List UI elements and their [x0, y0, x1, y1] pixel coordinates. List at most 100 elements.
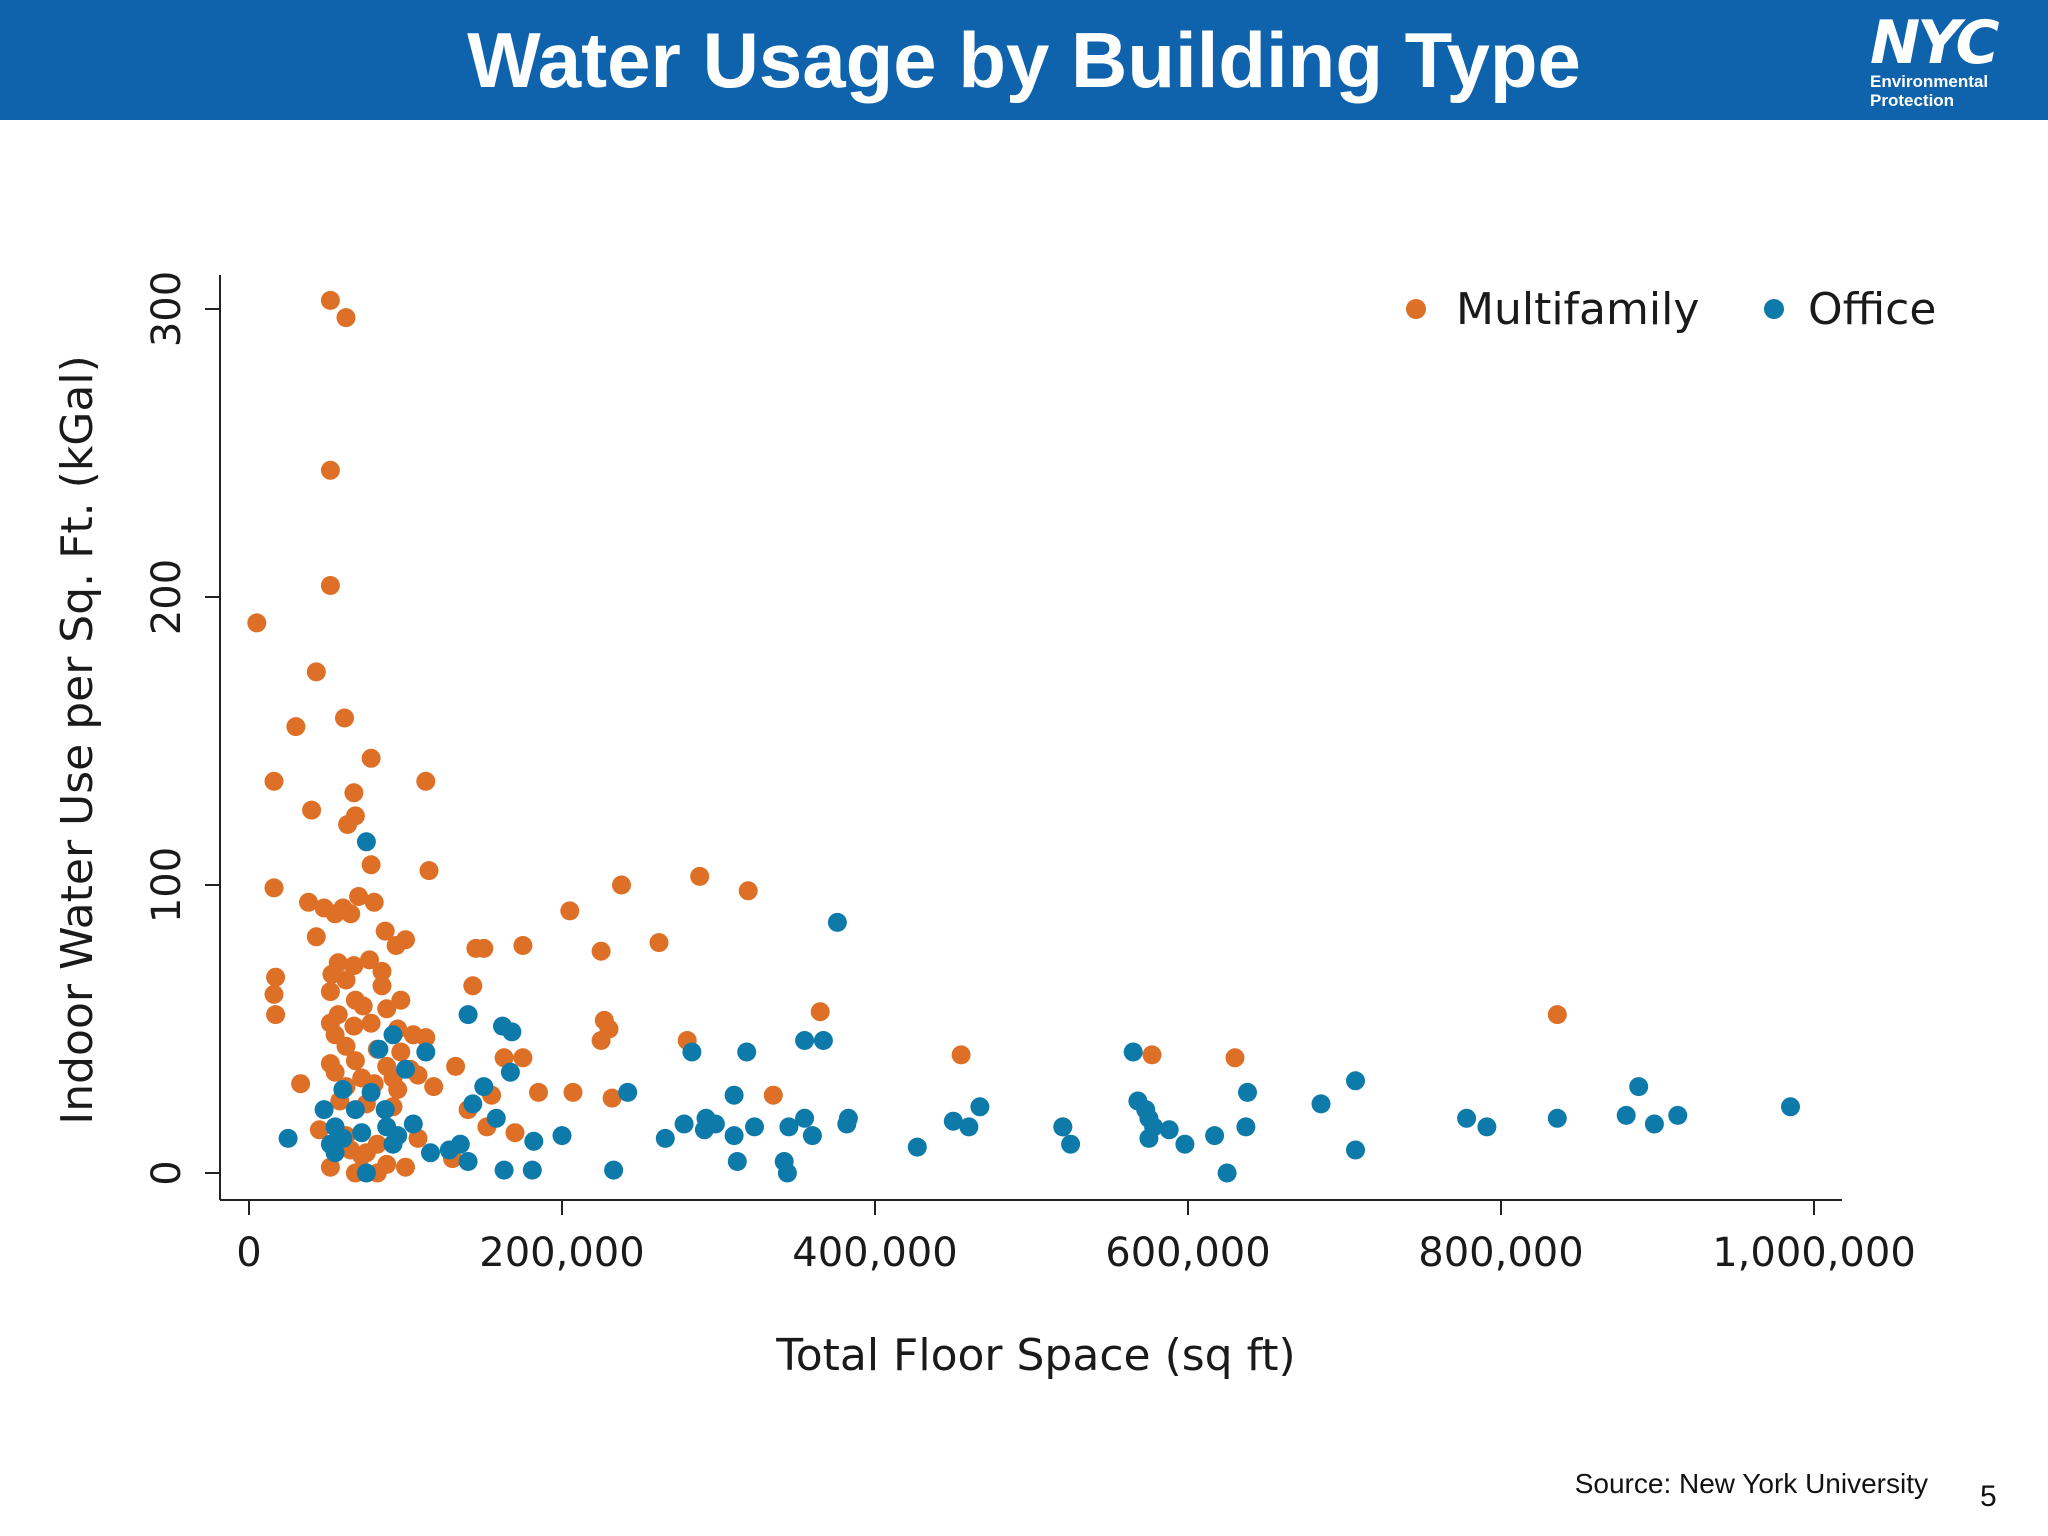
point-multifamily [361, 855, 381, 875]
point-office [795, 1031, 815, 1050]
point-multifamily [591, 941, 611, 961]
page-number: 5 [1980, 1480, 1997, 1513]
point-multifamily [612, 875, 631, 895]
x-tick-label: 600,000 [1105, 1230, 1270, 1276]
point-office [314, 1100, 334, 1120]
point-office [494, 1160, 514, 1180]
point-multifamily [513, 1048, 533, 1068]
point-office [1175, 1134, 1195, 1154]
point-multifamily [474, 938, 494, 958]
point-multifamily [320, 290, 340, 310]
point-multifamily [336, 1036, 356, 1056]
point-office [1668, 1105, 1688, 1125]
point-office [333, 1080, 353, 1099]
point-multifamily [591, 1031, 611, 1050]
y-axis-label: Indoor Water Use per Sq. Ft. (kGal) [52, 355, 103, 1124]
point-office [970, 1097, 990, 1117]
point-office [369, 1039, 389, 1059]
point-multifamily [247, 613, 267, 633]
point-office [325, 1143, 345, 1163]
point-multifamily [1142, 1045, 1162, 1065]
point-multifamily [306, 927, 326, 947]
point-office [682, 1042, 702, 1062]
point-office [522, 1160, 542, 1180]
point-multifamily [320, 576, 340, 595]
point-multifamily [349, 887, 369, 906]
x-tick-label: 200,000 [479, 1230, 644, 1276]
point-multifamily [529, 1082, 548, 1102]
point-multifamily [408, 1128, 428, 1148]
point-multifamily [264, 984, 284, 1004]
point-office [1346, 1140, 1365, 1160]
point-office [1061, 1134, 1081, 1154]
point-office [383, 1025, 403, 1045]
point-multifamily [286, 717, 306, 737]
point-office [1139, 1128, 1159, 1148]
point-office [655, 1128, 675, 1148]
point-office [943, 1111, 963, 1131]
point-office [724, 1085, 744, 1105]
point-office [813, 1031, 833, 1050]
point-multifamily [266, 1005, 286, 1025]
series-multifamily [247, 290, 1567, 1183]
point-office [1236, 1117, 1256, 1137]
series-office [278, 832, 1800, 1183]
point-multifamily [320, 982, 340, 1002]
x-tick-label: 800,000 [1418, 1230, 1583, 1276]
point-office [474, 1077, 494, 1097]
logo-line-1: Environmental [1870, 72, 1989, 91]
point-office [458, 1005, 478, 1025]
point-office [1781, 1097, 1800, 1117]
point-multifamily [344, 1016, 364, 1036]
y-ticks: 0 100 200 300 [144, 271, 220, 1186]
point-office [1217, 1163, 1237, 1183]
point-office [1123, 1042, 1143, 1062]
point-multifamily [364, 892, 384, 912]
point-office [1457, 1108, 1477, 1128]
point-multifamily [560, 901, 580, 921]
point-multifamily [594, 1010, 614, 1030]
point-office [278, 1128, 298, 1148]
point-office [1311, 1094, 1331, 1114]
point-office [802, 1126, 822, 1146]
point-office [356, 832, 376, 852]
point-multifamily [302, 800, 322, 820]
point-office [724, 1126, 744, 1146]
point-multifamily [377, 999, 397, 1019]
point-office [375, 1100, 395, 1120]
point-multifamily [264, 878, 284, 898]
point-office [779, 1117, 799, 1137]
point-multifamily [416, 771, 436, 791]
point-office [421, 1143, 440, 1163]
legend-label-multifamily: Multifamily [1456, 284, 1699, 335]
point-office [361, 1082, 381, 1102]
point-multifamily [391, 990, 411, 1010]
point-multifamily [463, 976, 483, 996]
point-multifamily [1225, 1048, 1245, 1068]
point-multifamily [416, 1028, 436, 1048]
point-office [1629, 1077, 1649, 1097]
point-multifamily [341, 904, 361, 924]
point-office [959, 1117, 979, 1137]
point-office [524, 1131, 544, 1151]
point-office [1616, 1105, 1636, 1125]
legend-marker-office [1764, 299, 1784, 319]
point-multifamily [446, 1056, 466, 1076]
point-multifamily [353, 996, 373, 1016]
point-multifamily [386, 936, 406, 955]
point-office [1238, 1082, 1257, 1102]
point-multifamily [391, 1042, 411, 1062]
point-office [795, 1108, 815, 1128]
point-office [674, 1114, 694, 1134]
point-multifamily [690, 866, 710, 886]
point-multifamily [325, 1062, 345, 1082]
point-office [1053, 1117, 1073, 1137]
point-office [439, 1140, 459, 1160]
point-multifamily [361, 1013, 381, 1033]
point-multifamily [360, 950, 379, 970]
point-office [1547, 1108, 1567, 1128]
point-office [694, 1120, 714, 1140]
source-note: Source: New York University [1574, 1468, 1928, 1499]
point-office [352, 1123, 372, 1143]
point-office [463, 1094, 483, 1114]
